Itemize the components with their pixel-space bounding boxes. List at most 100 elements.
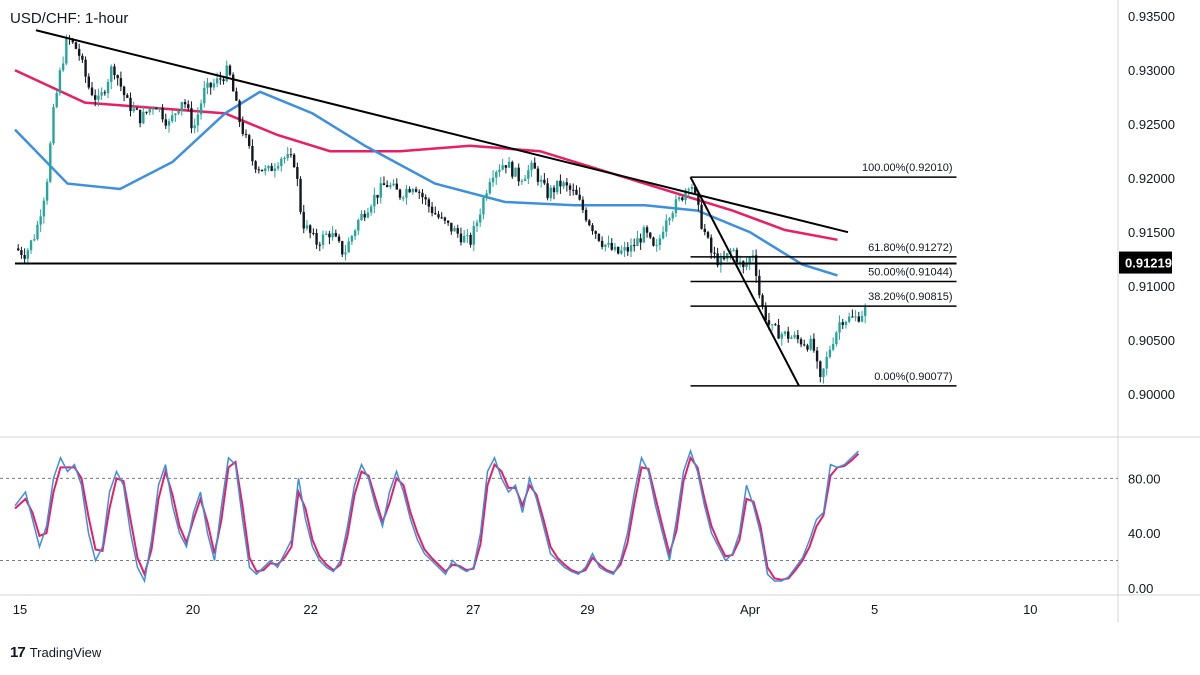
candle-body [296,167,299,179]
candle-body [536,168,540,182]
candle-body [774,324,777,326]
candle-body [446,220,450,223]
candle-body [395,183,398,190]
candle-body [456,228,459,234]
candle-body [299,178,302,212]
candle-body [828,349,832,357]
stochastic-pane: 80.00 40.00 0.00 [0,448,1161,596]
candle-body [655,245,658,247]
trendline-1 [35,29,849,234]
candle-body [472,226,475,245]
candle-body [26,250,30,259]
candle-body [110,66,113,82]
fib-level-label: 61.80%(0.91272) [868,242,952,254]
candle-body [430,206,434,214]
candle-body [58,70,62,93]
time-axis[interactable]: 15 20 22 27 29 Apr 5 10 [13,602,1038,617]
candle-body [385,185,389,187]
candle-body [732,249,735,251]
candle-body [748,257,751,264]
moving-average-line-1 [14,69,838,242]
candle-body [616,246,620,254]
candle-body [235,91,238,101]
candle-body [482,197,485,215]
candle-body [158,107,161,110]
candle-body [475,222,479,227]
time-tick-label: Apr [740,602,761,617]
candle-body [42,200,46,217]
candle-body [308,225,312,233]
candle-body [649,232,652,238]
candle-body [479,214,482,223]
candle-body [129,97,132,112]
tradingview-brand[interactable]: 17 TradingView [10,644,101,661]
candle-body [23,255,26,259]
candle-body [87,76,90,88]
stochastic-tick-label: 0.00 [1128,581,1153,596]
candle-body [421,192,424,198]
candles [17,34,867,384]
candle-body [684,190,687,201]
candle-body [459,233,463,243]
candle-body [600,240,604,247]
current-price-badge [1119,251,1172,274]
stochastic-tick-label: 80.00 [1128,471,1161,486]
candle-body [212,83,216,88]
candle-body [414,189,418,192]
candle-body [106,81,110,94]
candle-body [549,187,552,199]
trendlines[interactable] [15,29,957,387]
candle-body [292,154,296,168]
fibonacci-retracement[interactable]: 100.00%(0.92010) 61.80%(0.91272) 50.00%(0.… [690,162,957,387]
candle-body [745,263,748,268]
candle-body [321,234,325,245]
candle-body [276,166,280,169]
candle-body [514,167,517,177]
candle-body [559,180,562,187]
candle-body [835,332,838,345]
candle-body [806,345,809,350]
price-axis[interactable]: 0.93500 0.93000 0.92500 0.92000 0.91500 0.910… [1119,9,1175,402]
candle-body [77,48,81,56]
candle-body [610,242,613,250]
candle-body [527,170,530,179]
candle-body [369,206,373,213]
candle-body [164,119,167,126]
candle-body [183,101,187,105]
candle-body [228,65,232,75]
candle-body [238,100,241,123]
candle-body [341,241,344,255]
candle-body [787,331,790,339]
candle-body [539,179,543,182]
price-tick-label: 0.90500 [1128,333,1175,348]
candle-body [193,125,196,129]
candle-body [809,338,812,350]
candle-body [145,111,148,113]
candle-body [392,183,395,186]
price-tick-label: 0.92000 [1128,171,1175,186]
candle-body [777,324,780,339]
candle-body [103,92,107,94]
candle-body [174,113,177,116]
candle-body [190,108,193,129]
candle-body [65,38,68,64]
candle-body [594,231,597,234]
candle-body [735,249,739,263]
candle-body [645,227,649,233]
candle-body [578,194,581,200]
candle-body [33,239,36,241]
candle-body [764,306,767,321]
candle-body [799,339,803,345]
price-tick-label: 0.90000 [1128,387,1175,402]
candle-body [206,82,209,88]
candle-body [841,322,844,325]
candle-body [280,158,283,167]
time-tick-label: 27 [466,602,480,617]
candle-body [546,183,549,199]
candle-body [636,238,639,247]
candle-body [331,232,334,238]
candle-body [466,234,469,236]
candle-body [854,316,857,318]
candle-body [523,178,527,181]
